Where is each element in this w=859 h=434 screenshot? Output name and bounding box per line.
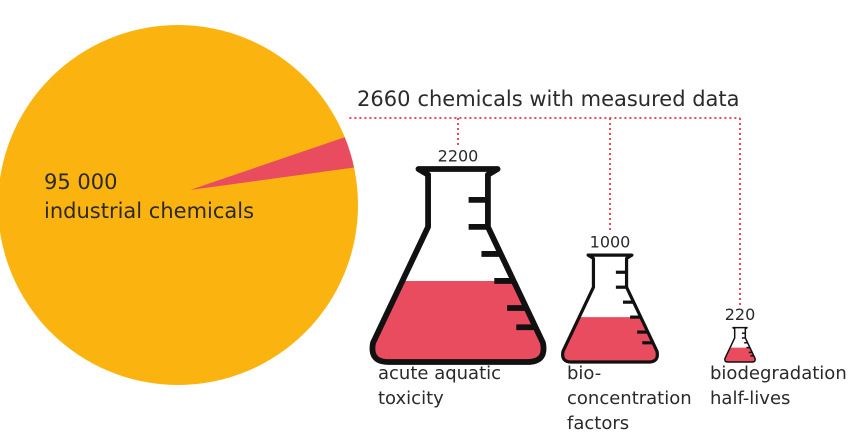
flask-caption: acute aquatic — [378, 363, 501, 384]
infographic: 2200 acute aquatic toxicity 1000 bio-concent… — [0, 0, 859, 434]
subset-label: 2660 chemicals with measured data — [357, 87, 740, 111]
flask-caption: bio- — [567, 363, 601, 384]
flask-caption: half-lives — [710, 388, 790, 409]
flask-caption: toxicity — [378, 388, 444, 409]
total-caption: industrial chemicals — [44, 199, 254, 223]
subset-number: 2660 — [357, 87, 410, 111]
flask-value: 1000 — [590, 233, 631, 252]
flask-caption: biodegradation — [710, 363, 847, 384]
flask-value: 2200 — [438, 147, 479, 166]
flask-caption: factors — [567, 413, 629, 434]
flask-caption: concentration — [567, 388, 692, 409]
subset-caption: chemicals with measured data — [417, 87, 739, 111]
total-number: 95 000 — [44, 170, 117, 194]
flask-value: 220 — [725, 305, 756, 324]
